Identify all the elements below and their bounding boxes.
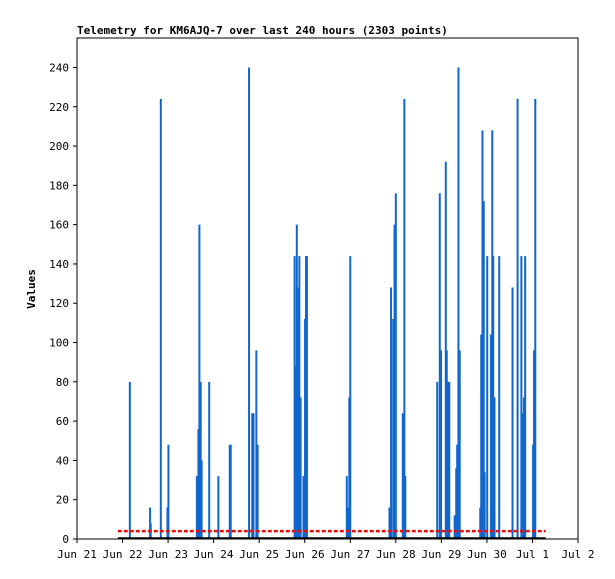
- chart-title: Telemetry for KM6AJQ-7 over last 240 hou…: [77, 24, 448, 37]
- y-tick-label: 160: [49, 219, 69, 232]
- y-tick-label: 100: [49, 337, 69, 350]
- y-tick-label: 60: [56, 415, 69, 428]
- x-tick-label: Jun 30: [467, 548, 507, 561]
- x-tick-label: Jun 24: [194, 548, 234, 561]
- y-tick-label: 0: [62, 533, 69, 546]
- x-tick-label: Jun 23: [148, 548, 188, 561]
- plot-frame: [76, 37, 579, 540]
- x-tick-label: Jun 22: [103, 548, 143, 561]
- x-tick-label: Jun 26: [285, 548, 325, 561]
- plot-area: [117, 67, 546, 539]
- y-tick-label: 20: [56, 494, 69, 507]
- x-axis: Jun 21 Jun 22 Jun 23 Jun 24 Jun 25 Jun 26 Jun …: [57, 539, 595, 561]
- x-tick-label: Jul 2: [561, 548, 594, 561]
- x-tick-label: Jun 29: [421, 548, 461, 561]
- y-tick-label: 140: [49, 258, 69, 271]
- y-tick-label: 240: [49, 61, 69, 74]
- x-tick-label: Jun 28: [376, 548, 416, 561]
- y-axis: 0 20 40 60 80 100 120 140 160 180 200 220 240: [49, 61, 77, 546]
- y-tick-label: 120: [49, 297, 69, 310]
- y-tick-label: 200: [49, 140, 69, 153]
- x-tick-label: Jun 27: [330, 548, 370, 561]
- x-tick-label: Jul 1: [516, 548, 549, 561]
- y-tick-label: 220: [49, 101, 69, 114]
- y-axis-label: Values: [25, 269, 38, 309]
- y-tick-label: 80: [56, 376, 69, 389]
- y-tick-label: 180: [49, 179, 69, 192]
- x-tick-label: Jun 21: [57, 548, 97, 561]
- x-tick-label: Jun 25: [239, 548, 279, 561]
- y-tick-label: 40: [56, 454, 69, 467]
